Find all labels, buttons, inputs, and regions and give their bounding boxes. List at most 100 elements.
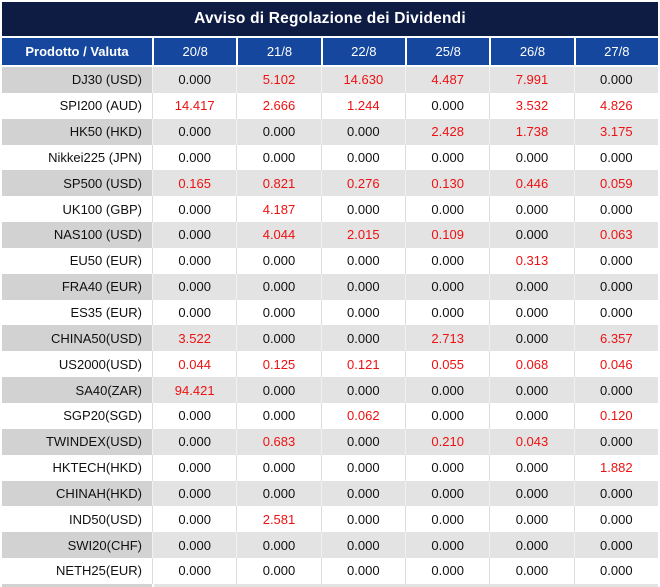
value-cell: 2.666 xyxy=(236,92,321,119)
date-header: 26/8 xyxy=(491,38,574,65)
value-cell: 0.276 xyxy=(320,170,405,197)
product-cell: EU50 (EUR) xyxy=(2,247,152,274)
date-header: 27/8 xyxy=(575,38,658,65)
table-row: TWINDEX(USD) 0.000 0.683 0.000 0.210 0.043 0.0… xyxy=(2,428,658,455)
value-cell: 0.000 xyxy=(489,325,574,352)
table-row: Nikkei225 (JPN) 0.000 0.000 0.000 0.000 0.000… xyxy=(2,144,658,171)
value-cell: 0.125 xyxy=(236,351,321,378)
value-cell: 1.882 xyxy=(573,454,658,481)
value-cell: 0.000 xyxy=(573,377,658,403)
value-cell: 0.000 xyxy=(320,532,405,559)
product-cell: Nikkei225 (JPN) xyxy=(2,144,152,171)
value-cell: 0.000 xyxy=(405,247,490,274)
table-row: UK100 (GBP) 0.000 4.187 0.000 0.000 0.000 0.00… xyxy=(2,196,658,223)
page-title: Avviso di Regolazione dei Dividendi xyxy=(2,2,658,36)
value-cell: 0.055 xyxy=(405,351,490,378)
product-cell: SGP20(SGD) xyxy=(2,402,152,429)
value-cell: 0.000 xyxy=(152,67,237,93)
value-cell: 14.417 xyxy=(152,92,237,119)
table-row: US2000(USD) 0.044 0.125 0.121 0.055 0.068 0.04… xyxy=(2,351,658,378)
value-cell: 0.000 xyxy=(236,377,321,403)
value-cell: 2.015 xyxy=(320,222,405,248)
product-cell: UK100 (GBP) xyxy=(2,196,152,223)
value-cell: 0.000 xyxy=(236,532,321,559)
date-header: 22/8 xyxy=(322,38,405,65)
date-header: 20/8 xyxy=(154,38,237,65)
value-cell: 0.000 xyxy=(320,196,405,223)
value-cell: 0.000 xyxy=(152,299,237,326)
next-row-values-fragment xyxy=(154,584,658,587)
value-cell: 0.000 xyxy=(152,506,237,533)
table-row: NAS100 (USD) 0.000 4.044 2.015 0.109 0.000 0.0… xyxy=(2,222,658,248)
next-row-partial-strip xyxy=(2,584,658,587)
value-cell: 0.000 xyxy=(236,118,321,145)
value-cell: 0.000 xyxy=(405,92,490,119)
value-cell: 0.000 xyxy=(489,196,574,223)
value-cell: 0.821 xyxy=(236,170,321,197)
value-cell: 0.000 xyxy=(489,558,574,584)
value-cell: 4.187 xyxy=(236,196,321,223)
value-cell: 0.000 xyxy=(320,247,405,274)
value-cell: 0.000 xyxy=(152,273,237,300)
product-cell: HKTECH(HKD) xyxy=(2,454,152,481)
value-cell: 0.000 xyxy=(152,480,237,507)
value-cell: 0.000 xyxy=(573,480,658,507)
value-cell: 0.000 xyxy=(489,222,574,248)
table-row: SP500 (USD) 0.165 0.821 0.276 0.130 0.446 0.05… xyxy=(2,170,658,197)
value-cell: 0.000 xyxy=(405,480,490,507)
product-cell: US2000(USD) xyxy=(2,351,152,378)
value-cell: 0.000 xyxy=(405,299,490,326)
value-cell: 0.000 xyxy=(320,506,405,533)
value-cell: 0.000 xyxy=(573,196,658,223)
value-cell: 3.522 xyxy=(152,325,237,352)
value-cell: 0.000 xyxy=(236,144,321,171)
value-cell: 94.421 xyxy=(152,377,237,403)
value-cell: 0.000 xyxy=(405,273,490,300)
value-cell: 0.068 xyxy=(489,351,574,378)
value-cell: 0.000 xyxy=(152,118,237,145)
value-cell: 2.713 xyxy=(405,325,490,352)
product-cell: CHINAH(HKD) xyxy=(2,480,152,507)
value-cell: 0.000 xyxy=(152,402,237,429)
value-cell: 3.532 xyxy=(489,92,574,119)
value-cell: 0.000 xyxy=(236,454,321,481)
value-cell: 0.044 xyxy=(152,351,237,378)
table-row: SA40(ZAR) 94.421 0.000 0.000 0.000 0.000 0.000 xyxy=(2,377,658,403)
value-cell: 0.000 xyxy=(405,506,490,533)
value-cell: 0.000 xyxy=(573,428,658,455)
value-cell: 0.000 xyxy=(405,196,490,223)
value-cell: 0.000 xyxy=(320,454,405,481)
value-cell: 14.630 xyxy=(320,67,405,93)
table-row: ES35 (EUR) 0.000 0.000 0.000 0.000 0.000 0.000 xyxy=(2,299,658,326)
value-cell: 1.244 xyxy=(320,92,405,119)
product-cell: NAS100 (USD) xyxy=(2,222,152,248)
table-row: IND50(USD) 0.000 2.581 0.000 0.000 0.000 0.000 xyxy=(2,506,658,533)
value-cell: 0.120 xyxy=(573,402,658,429)
value-cell: 1.738 xyxy=(489,118,574,145)
value-cell: 0.000 xyxy=(405,454,490,481)
value-cell: 0.000 xyxy=(152,532,237,559)
value-cell: 0.000 xyxy=(236,402,321,429)
value-cell: 6.357 xyxy=(573,325,658,352)
table-row: CHINAH(HKD) 0.000 0.000 0.000 0.000 0.000 0.00… xyxy=(2,480,658,507)
date-header: 25/8 xyxy=(407,38,490,65)
value-cell: 4.487 xyxy=(405,67,490,93)
value-cell: 0.000 xyxy=(152,558,237,584)
value-cell: 0.000 xyxy=(489,273,574,300)
date-header: 21/8 xyxy=(238,38,321,65)
table-row: EU50 (EUR) 0.000 0.000 0.000 0.000 0.313 0.000 xyxy=(2,247,658,274)
value-cell: 0.000 xyxy=(320,118,405,145)
product-cell: NETH25(EUR) xyxy=(2,558,152,584)
value-cell: 0.000 xyxy=(405,144,490,171)
value-cell: 0.210 xyxy=(405,428,490,455)
value-cell: 0.000 xyxy=(405,558,490,584)
value-cell: 0.000 xyxy=(573,67,658,93)
product-cell: IND50(USD) xyxy=(2,506,152,533)
value-cell: 4.826 xyxy=(573,92,658,119)
value-cell: 0.000 xyxy=(320,273,405,300)
value-cell: 4.044 xyxy=(236,222,321,248)
value-cell: 3.175 xyxy=(573,118,658,145)
product-cell: HK50 (HKD) xyxy=(2,118,152,145)
value-cell: 0.000 xyxy=(236,480,321,507)
